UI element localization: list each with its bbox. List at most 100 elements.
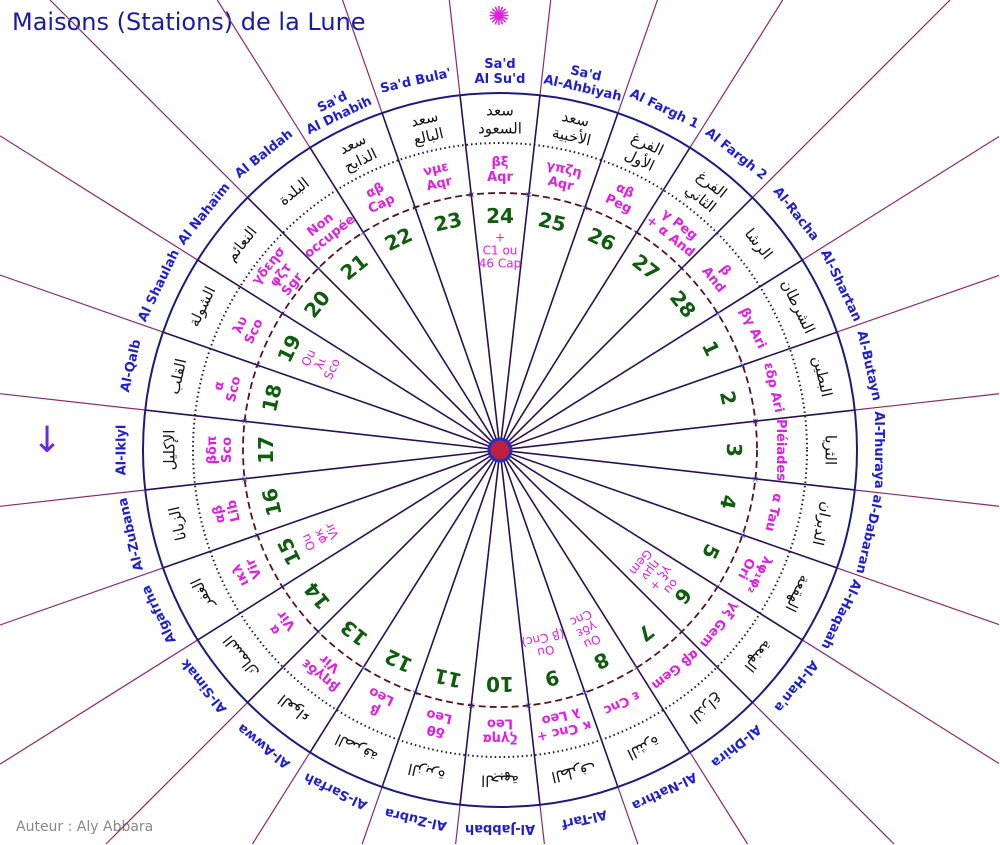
mansion-divider-outer — [617, 786, 639, 845]
mansion-name: Al-Sarfah — [302, 769, 370, 812]
mansion-stars-text: βAnd — [698, 255, 739, 296]
mansion-arabic-name-text: السماك — [220, 632, 264, 681]
mansion-stars-text: βLeo — [360, 683, 397, 721]
mansion-arabic-name-text: الشولة — [185, 283, 220, 329]
mansion-number-text: 16 — [257, 486, 287, 518]
mansion-arabic-name-line: الهنعة — [740, 637, 776, 676]
cross-mark: × — [359, 228, 367, 238]
mansion-name: Al Baldah — [232, 127, 296, 182]
mansion-divider-outer — [105, 702, 248, 845]
mansion-stars-text: γπζηAqr — [541, 158, 583, 195]
mansion-stars-text: βηγδεVir — [299, 644, 352, 695]
mansion-name-line: Al-Thuraya — [871, 411, 886, 488]
mansion-name: Al-Dhira — [708, 721, 764, 770]
mansion-number-text: 21 — [336, 249, 373, 285]
mansion-number: 14 — [299, 578, 335, 615]
mansion-name: Al-Thuraya — [871, 411, 886, 488]
cross-mark: × — [739, 361, 747, 371]
mansion-arabic-name-text: القلب — [165, 357, 191, 396]
mansion-divider — [499, 331, 838, 451]
mansion-stars-line: βδπ — [205, 436, 220, 465]
mansion-number-text: 14 — [299, 578, 335, 615]
mansion-divider — [309, 147, 501, 451]
mansion-divider — [499, 449, 754, 704]
mansion-name: Sa'd Al Su'd — [475, 57, 526, 87]
mansion-stars-line: ζγηα — [483, 730, 518, 745]
mansion-divider — [499, 112, 619, 451]
mansion-stars-text: λφ₁φ₂Ori — [730, 547, 774, 596]
mansion-number: 11 — [432, 663, 464, 693]
mansion-arabic-name-line: سعد — [409, 107, 440, 131]
mansion-divider — [499, 196, 754, 451]
mansion-divider — [162, 331, 501, 451]
mansion-arabic-name-text: الإكليل — [160, 430, 178, 471]
mansion-arabic-name: البلدة — [275, 174, 313, 209]
mansion-name-line: Al-Zubana — [116, 496, 147, 572]
mansion-divider-outer — [49, 0, 248, 198]
cross-mark: × — [739, 531, 747, 541]
mansion-number-text: 17 — [254, 436, 278, 464]
mansion-divider-outer — [539, 804, 545, 845]
mansion-name-text: Al-Simak — [178, 656, 230, 716]
mansion-name-text: Al-Zubra — [383, 804, 448, 833]
mansion-arabic-name-text: سعدالذابح — [333, 128, 380, 175]
mansion-arabic-name: العواء — [275, 691, 314, 727]
mansion-arabic-name-text: الزبانا — [165, 505, 190, 543]
mansion-stars: γπζηAqr — [541, 158, 584, 195]
mansion-name: Al-Simak — [178, 656, 230, 716]
mansion-arabic-name-line: الذراع — [686, 690, 726, 727]
mansion-name: Al-Han'a — [771, 657, 821, 714]
mansion-arabic-name-text: الشرطان — [777, 277, 818, 337]
mansion-arabic-name-text: الدبران — [809, 500, 836, 547]
mansion-name: Al-Butayn — [854, 329, 885, 402]
mansion-divider — [145, 409, 501, 451]
mansion-number-text: 26 — [584, 222, 619, 256]
mansion-number: 17 — [254, 436, 278, 464]
mansion-arabic-name-line: السماك — [220, 632, 264, 681]
mansion-arabic-name: الجبهة — [481, 772, 519, 790]
mansion-divider-outer — [448, 0, 461, 96]
mansion-arabic-name-line: النعائم — [222, 223, 261, 265]
mansion-number: 4 — [715, 493, 741, 512]
mansion-divider — [246, 449, 501, 704]
mansion-name-text: Al-Haqaah — [818, 577, 864, 652]
mansion-stars: βLeo — [360, 683, 397, 721]
mansion-arabic-name-line: القلب — [165, 357, 191, 396]
mansion-stars-text: αβLib — [210, 498, 244, 526]
mansion-inner-note-text: + C1 ou 46 Cap — [479, 231, 521, 271]
mansion-inner-note: OuγδεCnc — [568, 607, 603, 652]
cross-mark: × — [714, 309, 722, 319]
mansion-arabic-name-line: سعد — [560, 107, 591, 131]
mansion-name: Al Nahaïm — [175, 180, 233, 248]
mansion-divider — [499, 449, 691, 753]
mansion-number-text: 24 — [486, 204, 514, 228]
mansion-arabic-name-line: الإكليل — [160, 430, 178, 471]
mansion-divider-outer — [539, 0, 552, 96]
mansion-arabic-name: النثرة — [624, 732, 662, 763]
mansion-arabic-name: الثريا — [822, 435, 840, 465]
mansion-divider — [499, 449, 619, 788]
mansion-arabic-name-text: البلدة — [275, 174, 313, 209]
mansion-name-text: Al-Dhira — [708, 721, 764, 770]
mansion-stars-line: Aqr — [425, 174, 454, 194]
mansion-name-text: Al-Sarfah — [302, 769, 370, 812]
mansion-arabic-name-text: سعد السعود — [478, 101, 522, 137]
mansion-arabic-name-line: سعد — [486, 101, 514, 119]
mansion-name-text: Al-Jabbah — [465, 821, 535, 836]
mansion-arabic-name-line: البطين — [809, 354, 836, 398]
dotted-circle — [192, 142, 808, 758]
cross-mark: × — [467, 191, 475, 201]
mansion-arabic-name-text: الزبرة — [406, 759, 446, 785]
cross-mark: × — [525, 701, 533, 711]
mansion-divider-outer — [455, 804, 461, 845]
mansion-name-line: Al Shaulah — [135, 247, 182, 324]
mansion-stars: εδρ Ari — [760, 361, 786, 414]
mansion-divider-outer — [0, 489, 146, 507]
mansion-divider-outer — [752, 0, 951, 198]
mansion-inner-note: + C1 ou 46 Cap — [479, 231, 521, 271]
mansion-divider-outer — [854, 393, 1000, 411]
mansion-arabic-name-text: الغفر — [187, 575, 217, 612]
mansion-number-text: 9 — [543, 665, 562, 691]
mansion-arabic-name: سعدالأخبية — [551, 107, 593, 150]
